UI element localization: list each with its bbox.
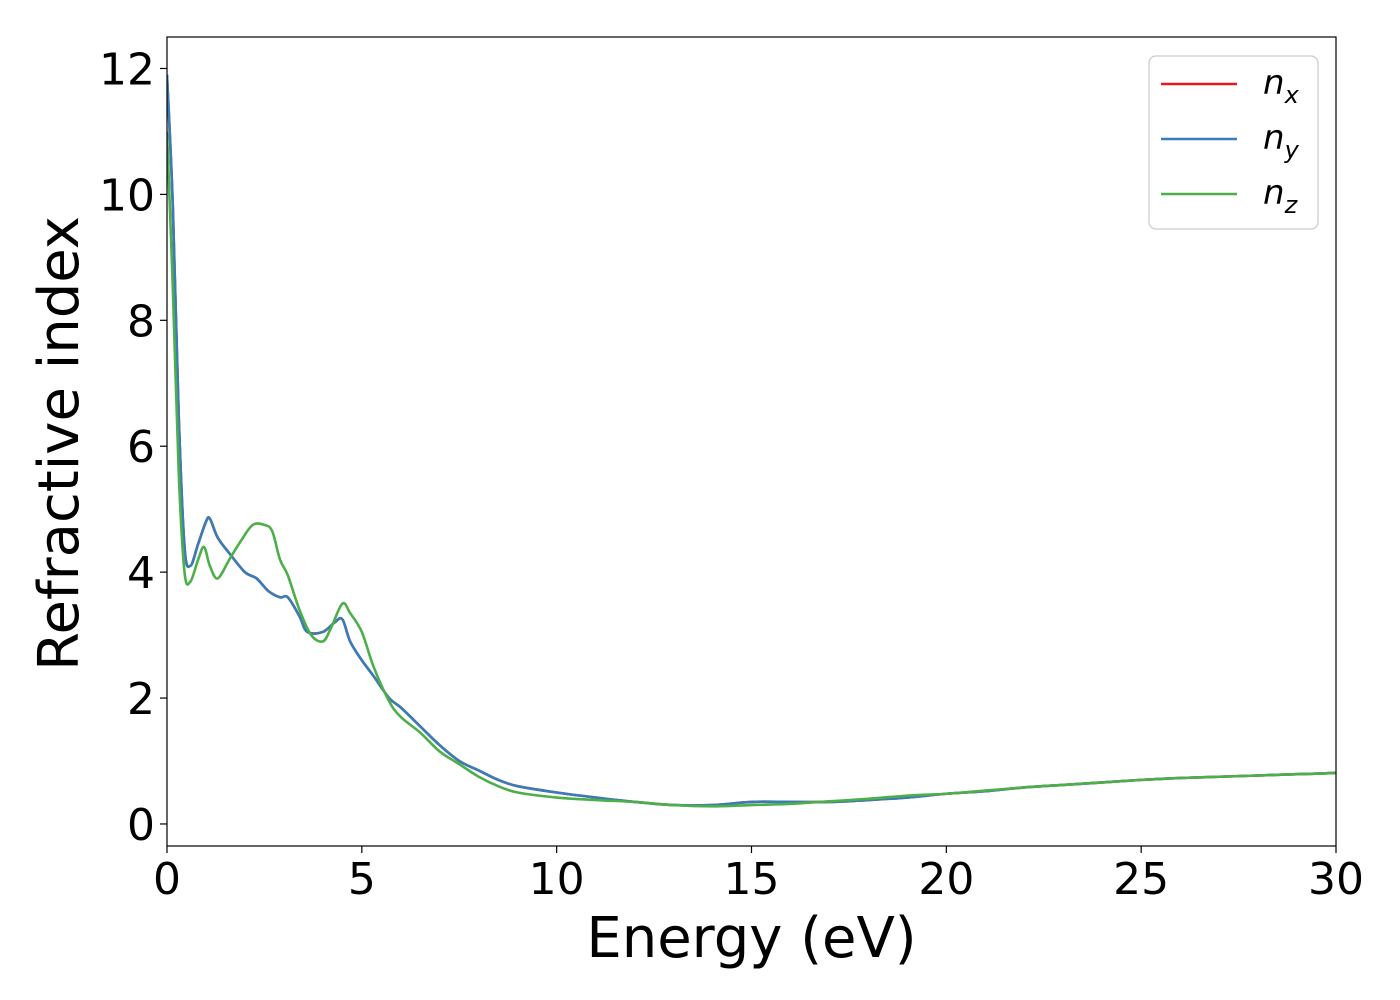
x-tick-label: 25 (1113, 854, 1169, 905)
legend-label-nx: nx (1263, 63, 1300, 109)
x-axis-ticks: 0 5 10 15 20 25 30 (153, 846, 1364, 905)
legend: nx ny nz (1148, 55, 1319, 230)
y-tick-label: 4 (127, 548, 155, 599)
x-tick-label: 20 (918, 854, 974, 905)
x-tick-label: 5 (348, 854, 376, 905)
legend-box (1148, 55, 1319, 230)
series-lines (167, 74, 1336, 808)
y-axis-ticks: 0 2 4 6 8 10 12 (99, 44, 167, 851)
x-tick-label: 10 (529, 854, 585, 905)
legend-label-nz: nz (1263, 173, 1299, 219)
y-tick-label: 0 (127, 800, 155, 851)
x-axis-label: Energy (eV) (586, 906, 916, 971)
x-tick-label: 0 (153, 854, 181, 905)
x-tick-label: 15 (724, 854, 780, 905)
series-line-nz (167, 131, 1336, 808)
x-tick-label: 30 (1308, 854, 1364, 905)
y-tick-label: 8 (127, 296, 155, 347)
y-tick-label: 12 (99, 44, 155, 95)
y-tick-label: 2 (127, 674, 155, 725)
y-tick-label: 10 (99, 170, 155, 221)
y-tick-label: 6 (127, 422, 155, 473)
legend-label-ny: ny (1263, 118, 1300, 164)
y-axis-label: Refractive index (27, 216, 92, 671)
